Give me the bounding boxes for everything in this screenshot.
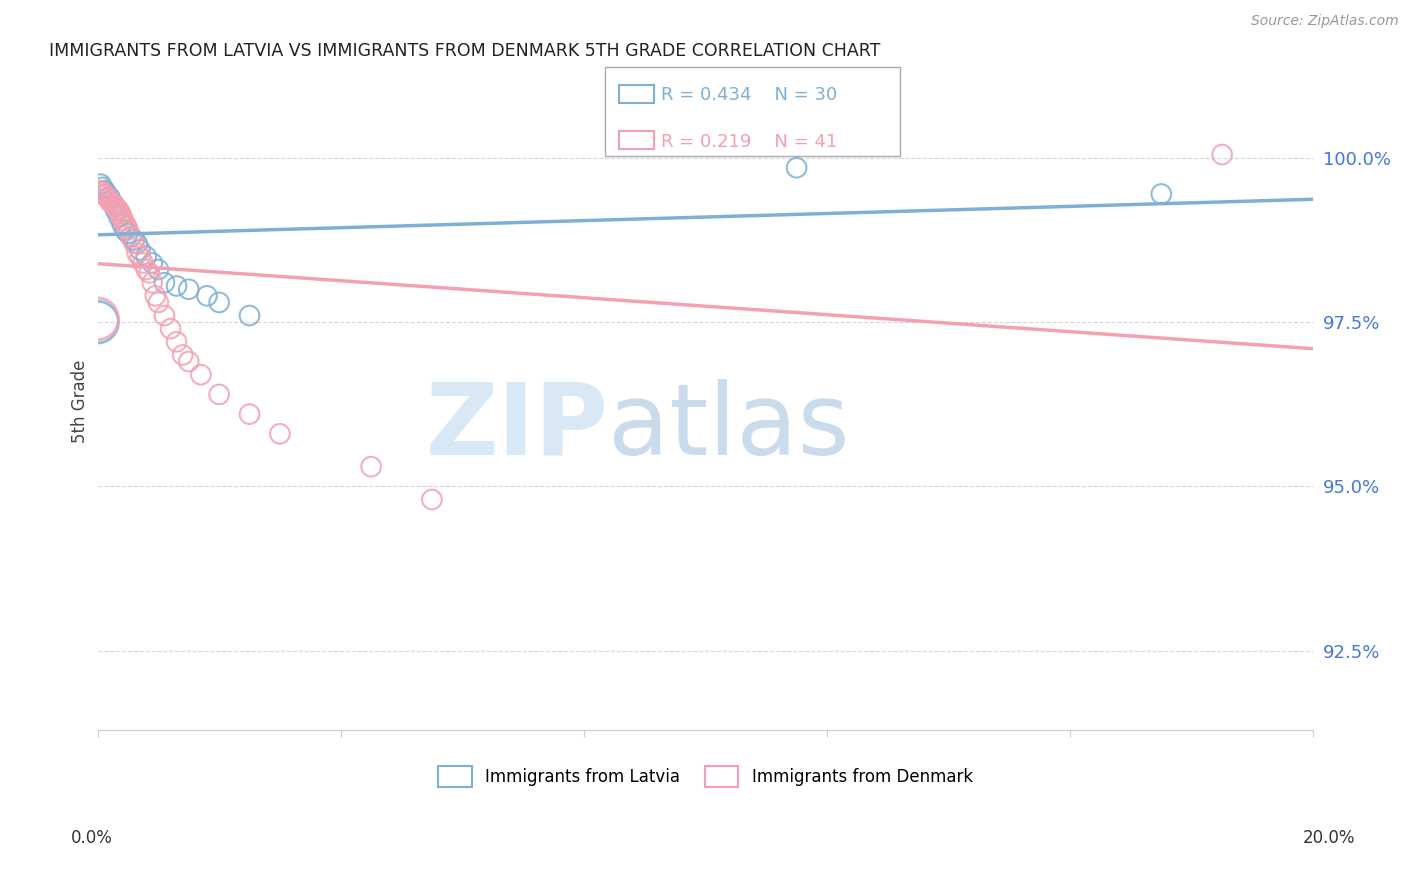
Point (91, 180, 114, 194)
Point (114, 217, 136, 231)
Text: 0.0%: 0.0% (70, 829, 112, 847)
Text: atlas: atlas (609, 379, 849, 475)
Point (208, 295, 231, 310)
Legend: Immigrants from Latvia, Immigrants from Denmark: Immigrants from Latvia, Immigrants from … (432, 760, 980, 794)
Point (190, 368, 212, 382)
Point (104, 200, 127, 214)
Y-axis label: 5th Grade: 5th Grade (72, 359, 89, 442)
Point (104, 200, 127, 214)
Point (114, 223, 136, 237)
Point (86, 315, 108, 329)
Point (269, 426, 291, 441)
Point (135, 249, 157, 263)
Point (238, 407, 260, 421)
Point (112, 213, 135, 227)
Point (100, 195, 122, 210)
Point (166, 334, 188, 349)
Point (166, 279, 188, 293)
Point (101, 197, 124, 211)
Point (786, 161, 808, 175)
Point (111, 217, 134, 231)
Point (132, 256, 155, 270)
Point (115, 219, 138, 234)
Point (153, 276, 176, 290)
Point (129, 243, 152, 257)
Point (86, 311, 108, 326)
Point (90, 184, 112, 198)
Point (143, 289, 166, 303)
Point (90, 177, 112, 191)
Text: Source: ZipAtlas.com: Source: ZipAtlas.com (1251, 14, 1399, 28)
Point (141, 256, 163, 270)
Point (420, 492, 443, 507)
Point (120, 229, 142, 244)
Text: R = 0.219    N = 41: R = 0.219 N = 41 (661, 133, 837, 151)
Point (360, 459, 382, 474)
Point (93, 186, 115, 201)
Point (100, 194, 122, 208)
Point (120, 229, 142, 244)
Point (108, 210, 131, 224)
Text: ZIP: ZIP (425, 379, 609, 475)
Point (111, 210, 134, 224)
Text: 20.0%: 20.0% (1302, 829, 1355, 847)
Point (98, 194, 121, 208)
Point (159, 321, 181, 335)
Point (122, 236, 145, 251)
Point (97, 190, 120, 204)
Point (129, 249, 152, 263)
Point (1211, 147, 1233, 161)
Point (104, 203, 127, 218)
Text: IMMIGRANTS FROM LATVIA VS IMMIGRANTS FROM DENMARK 5TH GRADE CORRELATION CHART: IMMIGRANTS FROM LATVIA VS IMMIGRANTS FRO… (49, 42, 880, 60)
Point (91, 185, 114, 199)
Point (110, 207, 132, 221)
Point (96, 190, 118, 204)
Point (97, 192, 120, 206)
Point (96, 186, 118, 201)
Point (172, 348, 194, 362)
Point (138, 266, 160, 280)
Point (208, 387, 231, 401)
Point (135, 262, 157, 277)
Text: R = 0.434    N = 30: R = 0.434 N = 30 (661, 87, 837, 104)
Point (122, 233, 145, 247)
Point (125, 236, 148, 251)
Point (117, 223, 139, 237)
Point (141, 276, 163, 290)
Point (93, 184, 115, 198)
Point (104, 198, 127, 212)
Point (117, 227, 139, 241)
Point (125, 246, 148, 260)
Point (153, 309, 176, 323)
Point (195, 289, 218, 303)
Point (98, 190, 121, 204)
Point (108, 203, 131, 218)
Point (1150, 186, 1173, 201)
Point (148, 295, 170, 310)
Point (148, 262, 170, 277)
Point (238, 309, 260, 323)
Point (177, 354, 200, 368)
Point (101, 197, 124, 211)
Point (94, 184, 117, 198)
Point (105, 202, 128, 216)
Point (177, 282, 200, 296)
Point (94, 188, 117, 202)
